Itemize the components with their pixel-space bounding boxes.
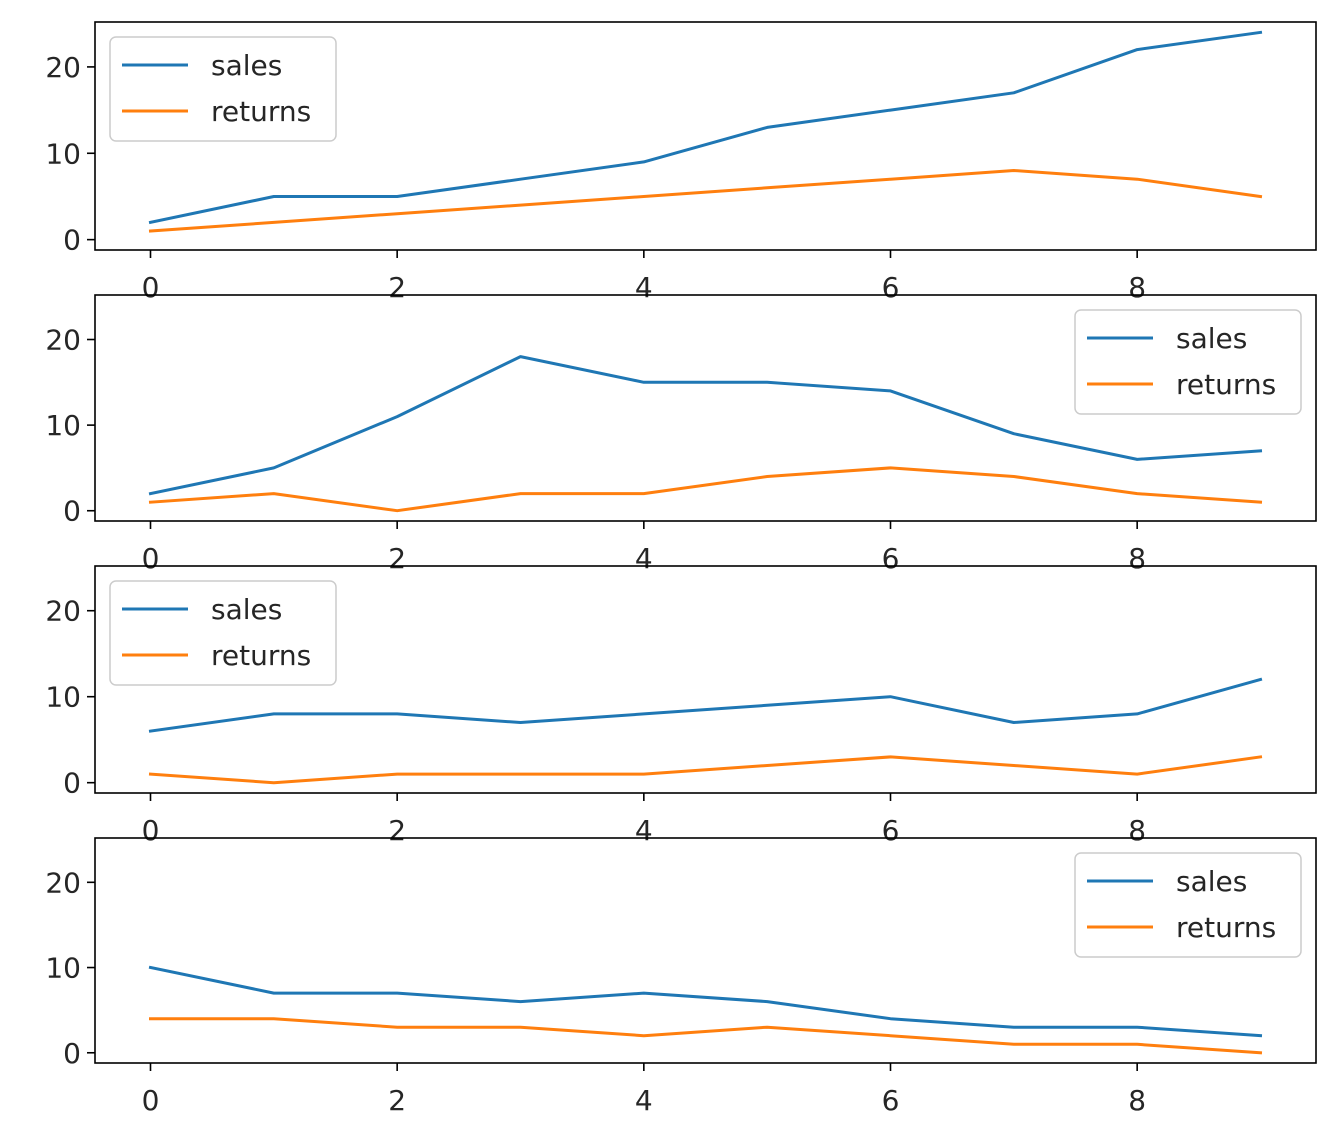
x-tick-label: 8 — [1128, 1084, 1146, 1117]
y-tick-label: 20 — [45, 866, 81, 899]
x-tick-label: 4 — [635, 542, 653, 575]
subplot-3: 0 10 20 0 2 4 6 8 sales returns — [45, 565, 1317, 847]
series-line-sales — [148, 677, 1263, 733]
series-line-sales — [148, 965, 1263, 1038]
x-tick-label: 6 — [882, 271, 900, 304]
x-tick-label: 6 — [882, 542, 900, 575]
series-line-returns — [148, 169, 1263, 233]
legend: sales returns — [109, 580, 337, 686]
y-tick-label: 10 — [45, 952, 81, 985]
y-tick-label: 20 — [45, 595, 81, 628]
legend-frame — [1074, 852, 1302, 958]
series-line-returns — [149, 1017, 1263, 1055]
x-tick-label: 4 — [635, 271, 653, 304]
legend-label-returns: returns — [1176, 368, 1276, 401]
y-tick-label: 10 — [45, 137, 81, 170]
x-tick-label: 8 — [1128, 271, 1146, 304]
x-tick-label: 0 — [142, 271, 160, 304]
x-tick-label: 2 — [388, 814, 406, 847]
legend-label-returns: returns — [1176, 911, 1276, 944]
legend-label-sales: sales — [1176, 865, 1247, 898]
axes-frame — [94, 21, 1317, 251]
series-line-returns — [148, 466, 1263, 513]
x-tick-label: 4 — [635, 814, 653, 847]
y-tick-label: 0 — [63, 1037, 81, 1070]
y-tick-label: 20 — [45, 51, 81, 84]
legend-label-returns: returns — [211, 95, 311, 128]
x-tick-label: 2 — [388, 1084, 406, 1117]
legend-label-sales: sales — [211, 49, 282, 82]
x-tick-label: 6 — [882, 814, 900, 847]
x-tick-label: 0 — [142, 542, 160, 575]
legend-frame — [109, 580, 337, 686]
x-tick-label: 0 — [142, 814, 160, 847]
legend-label-sales: sales — [1176, 322, 1247, 355]
y-tick-label: 20 — [45, 324, 81, 357]
y-tick-label: 0 — [63, 767, 81, 800]
x-tick-label: 2 — [388, 271, 406, 304]
x-tick-label: 6 — [882, 1084, 900, 1117]
x-tick-label: 4 — [635, 1084, 653, 1117]
y-tick-label: 10 — [45, 681, 81, 714]
legend-label-sales: sales — [211, 593, 282, 626]
subplot-1: 0 10 20 0 2 4 6 8 sales returns — [45, 21, 1317, 304]
subplot-4: 0 10 20 0 2 4 6 8 sales returns — [45, 837, 1317, 1117]
legend-frame — [1074, 309, 1302, 415]
axes-frame — [94, 294, 1317, 522]
legend-label-returns: returns — [211, 639, 311, 672]
y-tick-label: 0 — [63, 495, 81, 528]
axes-frame — [94, 837, 1317, 1064]
x-tick-label: 8 — [1128, 814, 1146, 847]
series-line-sales — [148, 30, 1263, 225]
axes-frame — [94, 565, 1317, 794]
x-tick-label: 0 — [142, 1084, 160, 1117]
legend: sales returns — [109, 36, 337, 142]
y-tick-label: 0 — [63, 224, 81, 257]
series-line-sales — [148, 355, 1263, 496]
subplot-2: 0 10 20 0 2 4 6 8 sales returns — [45, 294, 1317, 575]
x-tick-label: 8 — [1128, 542, 1146, 575]
legend-frame — [109, 36, 337, 142]
y-tick-label: 10 — [45, 409, 81, 442]
series-line-returns — [148, 755, 1263, 785]
x-tick-label: 2 — [388, 542, 406, 575]
legend: sales returns — [1074, 852, 1302, 958]
legend: sales returns — [1074, 309, 1302, 415]
